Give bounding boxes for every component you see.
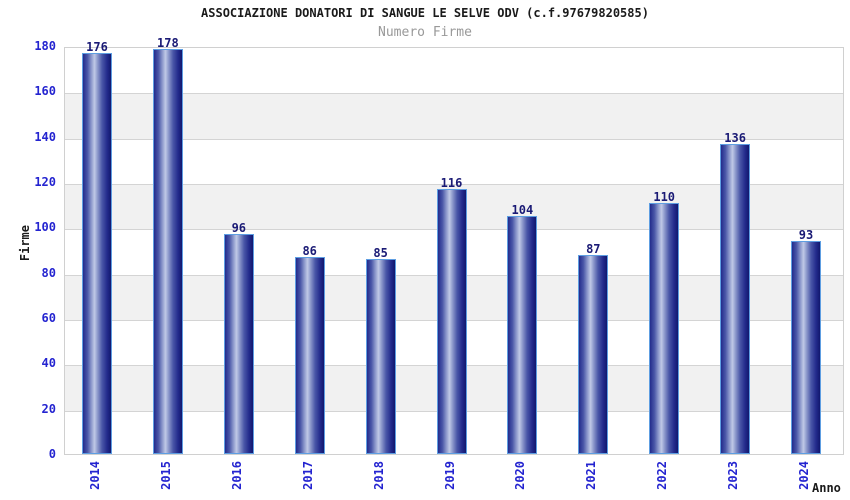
gridline	[65, 93, 843, 95]
bar-2021	[578, 254, 609, 454]
bar-2022	[649, 202, 680, 454]
x-tick-label-2016: 2016	[229, 461, 244, 490]
x-axis-label: Anno	[812, 481, 841, 495]
y-tick-label: 0	[48, 447, 56, 461]
chart-title: ASSOCIAZIONE DONATORI DI SANGUE LE SELVE…	[201, 6, 649, 20]
bar-value-label: 116	[440, 176, 463, 191]
x-tick-label-2019: 2019	[442, 461, 457, 490]
x-tick-label-2017: 2017	[300, 461, 315, 490]
bar-2015	[152, 48, 183, 454]
x-tick-label-2020: 2020	[513, 461, 528, 490]
gridline	[65, 138, 843, 140]
background-band	[65, 93, 843, 139]
x-tick-label-2024: 2024	[797, 461, 811, 490]
bar-value-label: 96	[231, 221, 247, 236]
bar-value-label: 178	[157, 35, 179, 50]
bar-2019	[436, 189, 467, 454]
x-tick-label-2023: 2023	[726, 461, 741, 490]
bar-value-label: 104	[511, 203, 534, 218]
chart-subtitle: Numero Firme	[378, 25, 472, 40]
bar-2014	[82, 53, 112, 454]
x-tick-label-2022: 2022	[655, 461, 670, 490]
bar-value-label: 86	[302, 244, 317, 259]
y-tick-label: 140	[34, 129, 56, 144]
x-tick-label-2015: 2015	[158, 461, 173, 490]
gridline	[65, 184, 843, 185]
bar-value-label: 136	[724, 130, 746, 145]
bar-value-label: 93	[798, 228, 814, 243]
y-tick-label: 160	[34, 84, 56, 99]
y-tick-label: 180	[34, 39, 56, 53]
bar-2018	[365, 259, 396, 454]
bar-value-label: 110	[653, 189, 676, 204]
x-tick-label-2014: 2014	[88, 461, 102, 490]
y-tick-label: 120	[34, 175, 56, 189]
bar-value-label: 87	[586, 241, 601, 256]
x-tick-label-2018: 2018	[371, 461, 386, 490]
y-tick-label: 20	[41, 401, 56, 416]
bar-value-label: 176	[86, 40, 108, 55]
plot-area: 176 178 96 86 85 116 104 87 110 136 93	[64, 36, 844, 455]
bar-value-label: 85	[373, 246, 388, 261]
bar-2024	[791, 241, 821, 454]
bar-2023	[720, 143, 751, 454]
bar-2017	[294, 257, 325, 454]
y-tick-label: 40	[41, 356, 56, 371]
bar-2016	[223, 234, 254, 454]
y-tick-label: 60	[41, 311, 56, 325]
y-tick-label: 80	[41, 265, 56, 280]
y-tick-label: 100	[34, 220, 56, 235]
bar-2020	[507, 216, 538, 454]
x-tick-label-2021: 2021	[584, 461, 599, 490]
